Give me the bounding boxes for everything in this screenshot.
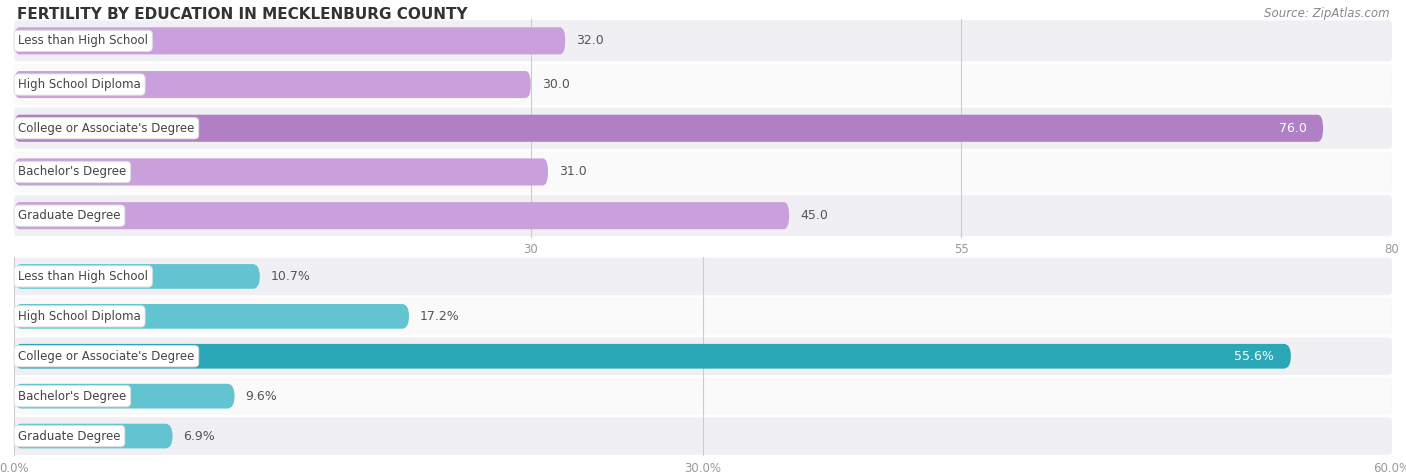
Text: High School Diploma: High School Diploma (18, 310, 141, 323)
Text: 10.7%: 10.7% (271, 270, 311, 283)
FancyBboxPatch shape (14, 338, 1392, 375)
Text: Less than High School: Less than High School (18, 34, 148, 48)
Text: College or Associate's Degree: College or Associate's Degree (18, 122, 194, 135)
FancyBboxPatch shape (14, 27, 565, 55)
Text: 17.2%: 17.2% (420, 310, 460, 323)
Text: 30.0: 30.0 (541, 78, 569, 91)
FancyBboxPatch shape (14, 264, 260, 289)
FancyBboxPatch shape (14, 378, 1392, 415)
FancyBboxPatch shape (14, 258, 1392, 295)
FancyBboxPatch shape (14, 418, 1392, 455)
FancyBboxPatch shape (14, 64, 1392, 105)
FancyBboxPatch shape (14, 424, 173, 448)
Text: Less than High School: Less than High School (18, 270, 148, 283)
Text: 6.9%: 6.9% (184, 429, 215, 443)
FancyBboxPatch shape (14, 20, 1392, 61)
FancyBboxPatch shape (14, 71, 531, 98)
Text: Bachelor's Degree: Bachelor's Degree (18, 165, 127, 179)
Text: Source: ZipAtlas.com: Source: ZipAtlas.com (1264, 7, 1389, 20)
FancyBboxPatch shape (14, 108, 1392, 149)
FancyBboxPatch shape (14, 158, 548, 186)
Text: 31.0: 31.0 (560, 165, 586, 179)
Text: FERTILITY BY EDUCATION IN MECKLENBURG COUNTY: FERTILITY BY EDUCATION IN MECKLENBURG CO… (17, 7, 468, 22)
Text: 76.0: 76.0 (1278, 122, 1306, 135)
Text: High School Diploma: High School Diploma (18, 78, 141, 91)
Text: 32.0: 32.0 (576, 34, 605, 48)
FancyBboxPatch shape (14, 202, 789, 229)
Text: Graduate Degree: Graduate Degree (18, 209, 121, 222)
Text: College or Associate's Degree: College or Associate's Degree (18, 350, 194, 363)
FancyBboxPatch shape (14, 298, 1392, 335)
FancyBboxPatch shape (14, 304, 409, 329)
FancyBboxPatch shape (14, 344, 1291, 369)
FancyBboxPatch shape (14, 152, 1392, 192)
FancyBboxPatch shape (14, 114, 1323, 142)
Text: 45.0: 45.0 (800, 209, 828, 222)
Text: 55.6%: 55.6% (1234, 350, 1274, 363)
FancyBboxPatch shape (14, 195, 1392, 236)
Text: Graduate Degree: Graduate Degree (18, 429, 121, 443)
FancyBboxPatch shape (14, 384, 235, 408)
Text: 9.6%: 9.6% (246, 390, 277, 403)
Text: Bachelor's Degree: Bachelor's Degree (18, 390, 127, 403)
